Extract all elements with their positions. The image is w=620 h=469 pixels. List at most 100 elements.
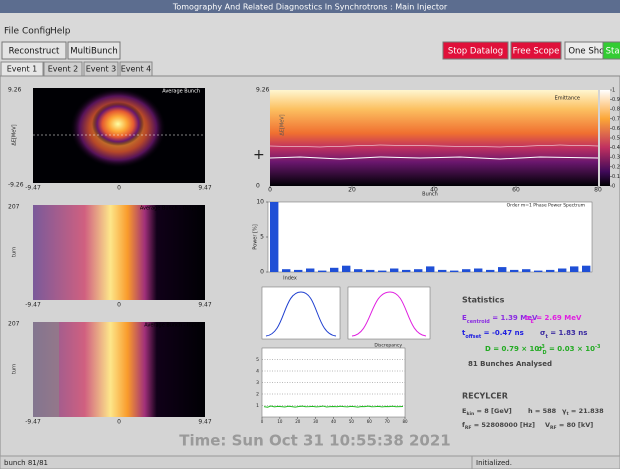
plot-title: Discrepancy xyxy=(374,343,402,349)
heatmap xyxy=(33,205,205,300)
x-tick-label: 0 xyxy=(117,419,121,426)
text-part: offset xyxy=(465,334,482,340)
colorbar-tick-label: 0.8 xyxy=(612,107,620,113)
tab-label: Event 2 xyxy=(48,65,79,74)
plot-title: Average Bunch xyxy=(162,89,200,95)
menu-item: File xyxy=(4,27,20,37)
button-label: Start xyxy=(606,47,620,57)
y-tick-label: 4 xyxy=(256,369,259,375)
window: + Tomography And Related Diagnostics In … xyxy=(0,0,620,469)
x-tick-label: 20 xyxy=(295,419,301,424)
y-tick-label: 207 xyxy=(8,204,20,211)
bar xyxy=(282,269,290,272)
menu-item: Config xyxy=(22,27,51,37)
status-bar xyxy=(0,456,620,469)
section-title: Statistics xyxy=(462,296,505,305)
y-tick-label: 9.26 xyxy=(8,87,22,94)
summary: 81 Bunches Analysed xyxy=(468,360,552,368)
x-tick-label: 9.47 xyxy=(198,185,212,192)
y-axis-label: Power [%] xyxy=(253,224,259,249)
text-part: RF xyxy=(465,425,472,431)
bar xyxy=(474,269,482,273)
plot-title: Average Bunch - Input xyxy=(144,323,200,329)
text-part: RF xyxy=(550,425,557,431)
bar xyxy=(390,269,398,273)
y-tick-label: 0 xyxy=(256,183,260,190)
text-part: = 52808000 [Hz] xyxy=(471,421,535,429)
text-part: = 21.838 xyxy=(569,407,605,415)
tab-label: Event 4 xyxy=(121,65,152,74)
bar xyxy=(450,271,458,272)
bar xyxy=(426,266,434,272)
colorbar-tick-label: 0.1 xyxy=(612,174,620,180)
heatmap-core xyxy=(92,102,144,146)
plot-title: Order m=1 Phase Power Spectrum xyxy=(507,203,585,209)
bar xyxy=(318,271,326,272)
colorbar-tick-label: 0.4 xyxy=(612,145,620,151)
bar xyxy=(582,266,590,272)
x-tick-label: 0 xyxy=(117,185,121,192)
tab-label: Event 1 xyxy=(7,65,38,74)
bar xyxy=(546,270,554,272)
text-part: = 80 [kV] xyxy=(557,421,594,429)
x-tick-label: 40 xyxy=(331,419,337,424)
bar xyxy=(534,271,542,272)
y-tick-label: 10 xyxy=(256,199,264,206)
bar xyxy=(330,268,338,272)
bar xyxy=(558,269,566,273)
text-part: = 8 [GeV] xyxy=(474,407,512,415)
button-label: MultiBunch xyxy=(70,47,117,57)
colorbar-tick-label: 0.7 xyxy=(612,116,620,122)
y-tick-label: 9.26 xyxy=(256,87,270,94)
page: + Tomography And Related Diagnostics In … xyxy=(0,0,620,469)
y-tick-label: 0 xyxy=(260,269,264,276)
bar xyxy=(438,270,446,272)
button-label: Free Scope xyxy=(513,47,560,57)
colorbar-tick-label: 0.6 xyxy=(612,126,620,132)
timestamp: Time: Sun Oct 31 10:55:38 2021 xyxy=(179,432,451,450)
x-tick-label: 0 xyxy=(268,187,272,194)
bar xyxy=(354,269,362,272)
x-tick-label: 60 xyxy=(512,187,520,194)
colorbar-tick-label: 0.3 xyxy=(612,155,620,161)
plot-title: Average Bunch - Output xyxy=(140,206,200,212)
text-part: -3 xyxy=(595,344,601,350)
bar xyxy=(522,269,530,272)
bar xyxy=(342,266,350,272)
y-axis-label: turn xyxy=(12,247,18,257)
colorbar-tick-label: 0 xyxy=(612,184,615,190)
y-tick-label: 5 xyxy=(256,357,259,363)
plot-title: Emittance xyxy=(555,96,580,102)
colorbar xyxy=(600,90,610,186)
x-tick-label: -9.47 xyxy=(25,302,41,309)
window-title: Tomography And Related Diagnostics In Sy… xyxy=(172,3,448,12)
y-axis-label: turn xyxy=(12,364,18,374)
tab-label: Event 3 xyxy=(86,65,117,74)
x-tick-label: 0 xyxy=(261,419,264,424)
bar xyxy=(402,270,410,272)
bar xyxy=(570,266,578,272)
y-axis-label: ΔE[MeV] xyxy=(280,114,286,135)
colorbar-tick-label: 0.5 xyxy=(612,136,620,142)
x-tick-label: 60 xyxy=(367,419,373,424)
x-tick-label: 70 xyxy=(385,419,391,424)
button-label: Reconstruct xyxy=(9,47,60,57)
y-tick-label: 3 xyxy=(256,380,259,386)
bar xyxy=(462,269,470,272)
x-tick-label: -9.47 xyxy=(25,185,41,192)
y-tick-label: -9.26 xyxy=(8,182,24,189)
bar xyxy=(486,270,494,272)
colorbar-tick-label: 1 xyxy=(612,88,615,94)
text-part: h = 588 xyxy=(528,407,557,415)
status-text: Initialized. xyxy=(476,459,512,467)
button-label: Stop Datalog xyxy=(448,47,503,57)
emittance-map xyxy=(270,90,598,186)
bar xyxy=(414,269,422,272)
text-part: centroid xyxy=(467,319,490,325)
text-part: = 0.03 × 10 xyxy=(547,345,596,353)
text-part: = -0.47 ns xyxy=(481,329,524,337)
text-part: kin xyxy=(466,411,474,417)
bar xyxy=(378,271,386,272)
y-tick-label: 207 xyxy=(8,321,20,328)
bar xyxy=(510,270,518,272)
